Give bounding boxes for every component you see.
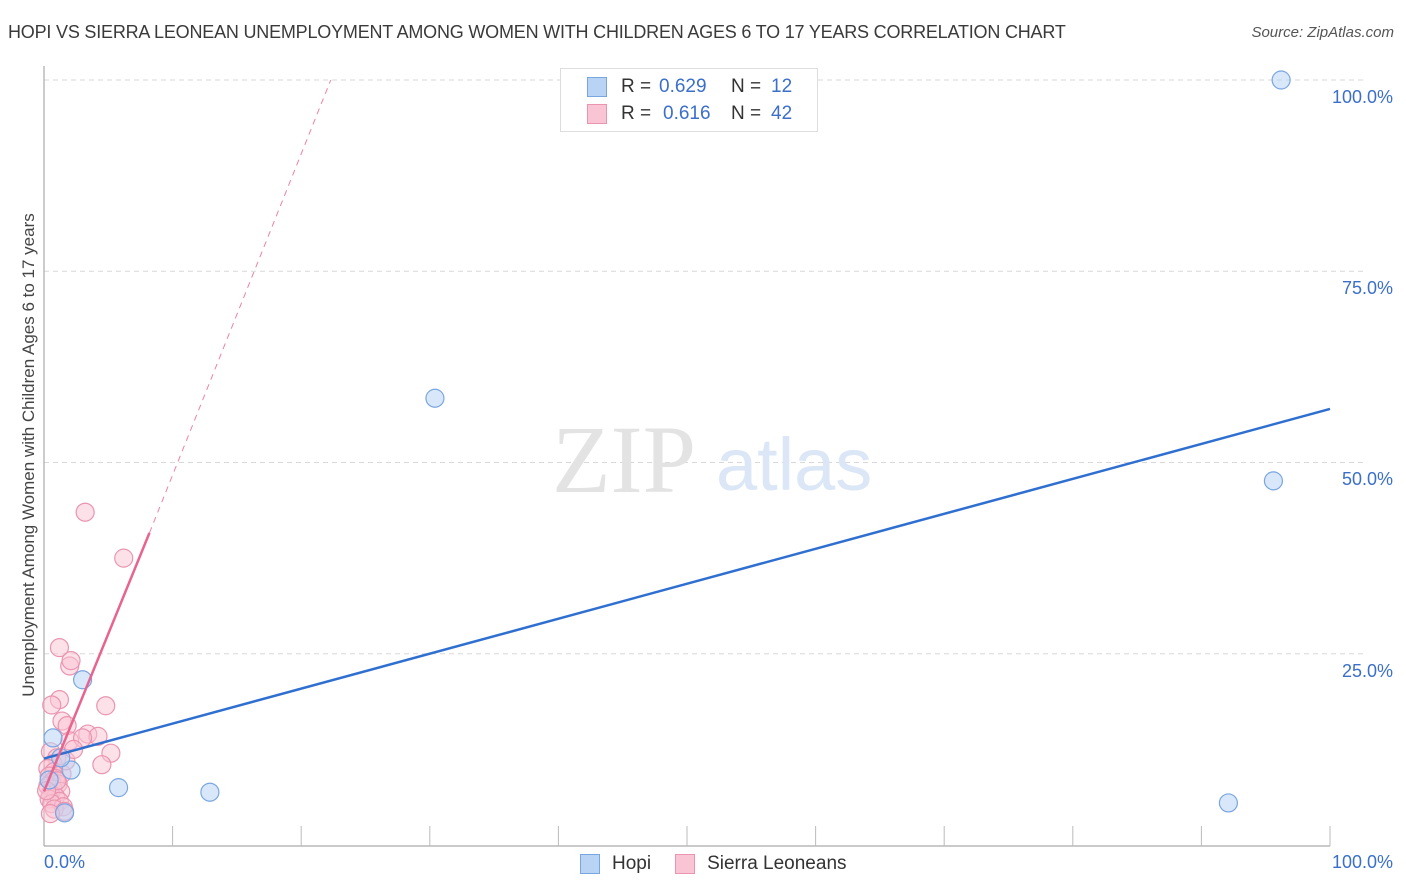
legend-item-hopi: Hopi — [580, 853, 651, 875]
watermark: ZIP atlas — [552, 406, 872, 513]
n-label: N = — [731, 76, 762, 97]
sierra-leoneans-legend-swatch — [675, 854, 696, 874]
y-tick-25: 25.0% — [1341, 661, 1393, 681]
data-point — [92, 755, 112, 775]
sierra-leoneans-trend-line — [42, 532, 151, 792]
data-point — [1263, 471, 1284, 491]
svg-text:atlas: atlas — [716, 423, 872, 506]
data-point — [200, 782, 220, 802]
series-legend: Hopi Sierra Leoneans — [580, 853, 871, 875]
chart-title: HOPI VS SIERRA LEONEAN UNEMPLOYMENT AMON… — [8, 22, 1066, 42]
legend-item-sierra-leoneans: Sierra Leoneans — [675, 853, 847, 875]
data-point — [425, 388, 445, 408]
legend-row-hopi: R = 0.629 N = 12 — [587, 75, 792, 99]
y-tick-50: 50.0% — [1341, 469, 1393, 489]
data-point — [54, 803, 75, 823]
axes — [43, 66, 1331, 847]
source-credit: Source: ZipAtlas.com — [1251, 24, 1394, 41]
y-tick-75: 75.0% — [1341, 278, 1393, 298]
hopi-legend-label: Hopi — [612, 853, 652, 874]
x-tick-100: 100.0% — [1331, 852, 1393, 872]
data-point — [1218, 793, 1239, 813]
data-point — [96, 696, 116, 716]
r-label: R = — [621, 103, 652, 124]
n-label: N = — [731, 103, 762, 124]
gridlines — [44, 79, 1366, 655]
r-value: 0.629 — [659, 76, 707, 97]
svg-text:ZIP: ZIP — [552, 406, 696, 513]
correlation-legend: R = 0.629 N = 12 R = 0.616 N = 42 — [560, 68, 818, 132]
y-tick-100: 100.0% — [1331, 87, 1393, 107]
data-point — [75, 502, 95, 522]
data-point — [108, 778, 129, 798]
hopi-swatch — [587, 77, 607, 97]
hopi-trend-line — [43, 407, 1331, 760]
data-point — [49, 638, 70, 658]
sierra-leoneans-swatch — [587, 104, 607, 124]
r-label: R = — [621, 76, 652, 97]
data-point — [42, 695, 62, 715]
data-point — [43, 728, 63, 748]
data-points — [36, 70, 1291, 824]
data-point — [61, 651, 81, 671]
r-value: 0.616 — [663, 103, 711, 124]
x-tick-0: 0.0% — [44, 852, 86, 872]
n-value: 12 — [771, 76, 793, 97]
sierra-leoneans-trend-extension — [148, 79, 332, 534]
data-point — [61, 760, 81, 780]
data-point — [1271, 70, 1291, 90]
hopi-legend-swatch — [580, 854, 600, 874]
trend-lines — [42, 79, 1331, 792]
sierra-leoneans-legend-label: Sierra Leoneans — [707, 853, 847, 874]
data-point — [114, 548, 134, 568]
n-value: 42 — [771, 103, 793, 124]
legend-row-sierra-leoneans: R = 0.616 N = 42 — [587, 102, 792, 126]
